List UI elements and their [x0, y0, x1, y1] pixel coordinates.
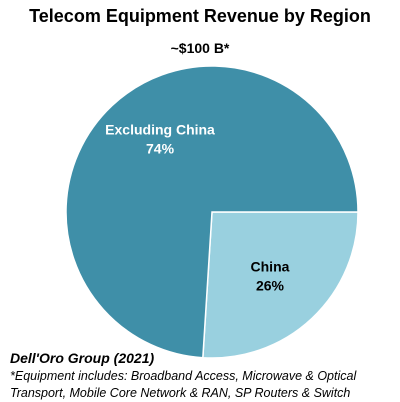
- source-credit: Dell'Oro Group (2021): [10, 350, 155, 366]
- pie-slice-excluding-china: [65, 65, 359, 359]
- pie-slices: [65, 65, 359, 359]
- footnote-line-1: *Equipment includes: Broadband Access, M…: [10, 369, 357, 383]
- pie-slice-china-label: China: [251, 259, 290, 275]
- pie-labels: China 26% Excluding China 74%: [105, 122, 289, 294]
- pie-slice-excluding-china-value-label: 74%: [146, 141, 175, 157]
- pie-slice-excluding-china-label: Excluding China: [105, 122, 215, 138]
- chart-title: Telecom Equipment Revenue by Region: [29, 6, 371, 26]
- pie-slice-china: [202, 211, 359, 359]
- footnote: *Equipment includes: Broadband Access, M…: [10, 368, 400, 402]
- footnote-line-2: Transport, Mobile Core Network & RAN, SP…: [10, 386, 351, 400]
- chart-subtitle: ~$100 B*: [170, 40, 230, 56]
- pie-slice-china-value-label: 26%: [256, 278, 285, 294]
